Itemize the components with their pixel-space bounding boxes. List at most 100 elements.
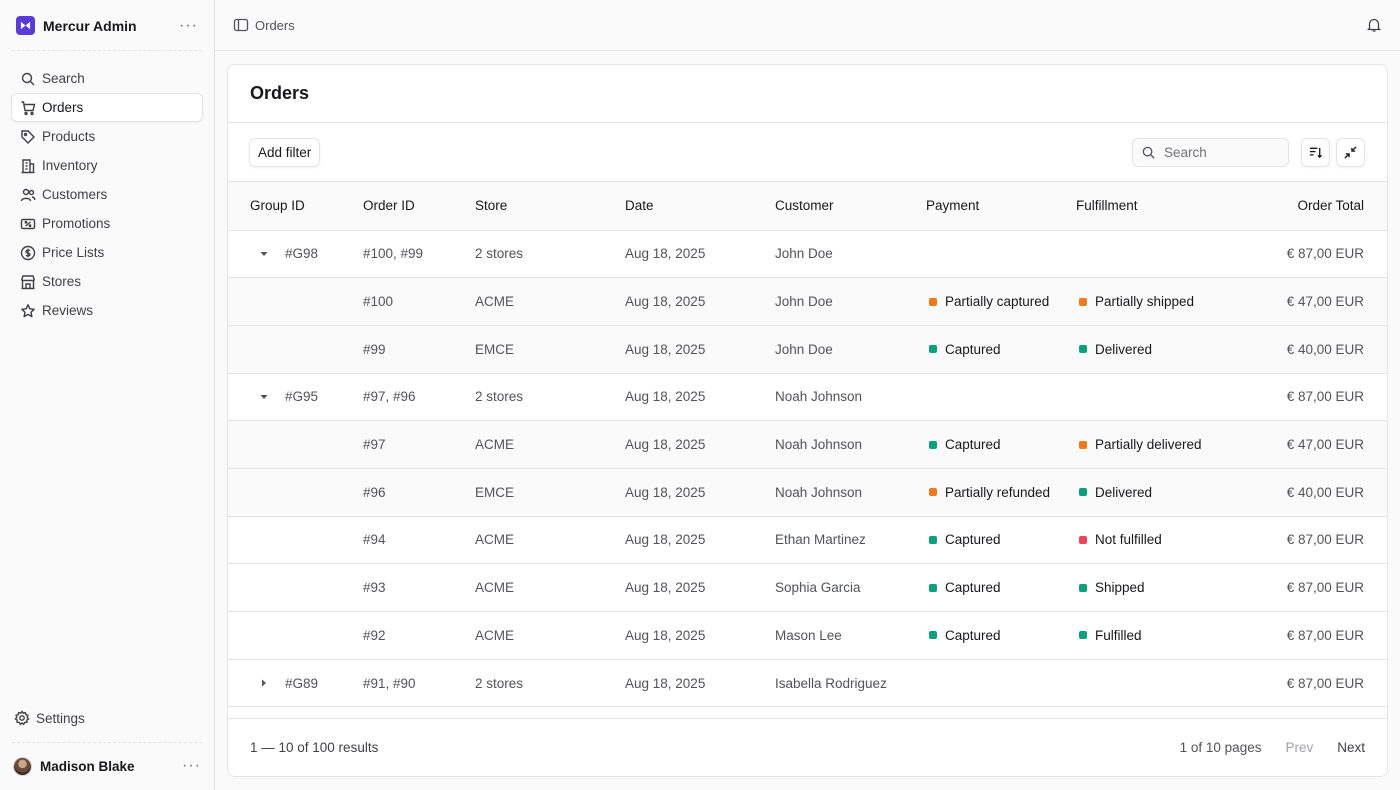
- arrows-collapse-icon: [1344, 145, 1357, 159]
- cell-store: ACME: [475, 611, 625, 660]
- prev-button[interactable]: Prev: [1285, 740, 1314, 755]
- sidebar-item-promotions[interactable]: Promotions: [11, 209, 203, 238]
- cell-date: Aug 18, 2025: [625, 373, 775, 422]
- settings-label: Settings: [36, 710, 85, 726]
- table-row[interactable]: #93 ACME Aug 18, 2025 Sophia Garcia Captured…: [228, 563, 1387, 612]
- table-header-row: Group ID Order ID Store Date Customer Pa…: [228, 182, 1387, 231]
- cell-payment: Captured: [926, 420, 1076, 469]
- cell-fulfillment: [1076, 373, 1226, 422]
- cell-order-total: € 47,00 EUR: [1226, 277, 1387, 326]
- sidebar-toggle-icon[interactable]: [233, 17, 249, 33]
- cell-order-total: € 87,00 EUR: [1226, 659, 1387, 708]
- status-label: Shipped: [1095, 580, 1145, 596]
- status-dot-icon: [1079, 583, 1087, 592]
- add-filter-button[interactable]: Add filter: [249, 137, 321, 167]
- cell-payment: [926, 659, 1076, 708]
- group-toggle[interactable]: #G95: [250, 389, 363, 404]
- collapse-button[interactable]: [1336, 137, 1365, 167]
- table-toolbar: Add filter: [228, 123, 1387, 182]
- status-badge: Captured: [926, 532, 1076, 547]
- search-icon: [1142, 146, 1155, 159]
- cell-fulfillment: Partially delivered: [1076, 420, 1226, 469]
- group-toggle[interactable]: #G89: [250, 676, 363, 691]
- column-header-fulfillment[interactable]: Fulfillment: [1076, 182, 1226, 231]
- sidebar-item-settings[interactable]: Settings: [0, 704, 214, 732]
- cell-store: ACME: [475, 420, 625, 469]
- cell-order-total: € 40,00 EUR: [1226, 468, 1387, 517]
- status-dot-icon: [1079, 535, 1087, 544]
- cell-order-total: € 87,00 EUR: [1226, 563, 1387, 612]
- breadcrumb: Orders: [233, 17, 1366, 33]
- status-dot-icon: [929, 345, 937, 354]
- table-row[interactable]: #92 ACME Aug 18, 2025 Mason Lee Captured Fulf…: [228, 611, 1387, 660]
- status-badge: Fulfilled: [1076, 628, 1226, 643]
- table-row[interactable]: #94 ACME Aug 18, 2025 Ethan Martinez Capture…: [228, 516, 1387, 565]
- status-dot-icon: [929, 583, 937, 592]
- cell-customer: John Doe: [775, 277, 926, 326]
- sidebar-item-customers[interactable]: Customers: [11, 180, 203, 209]
- sidebar-item-reviews[interactable]: Reviews: [11, 296, 203, 325]
- status-dot-icon: [929, 297, 937, 306]
- status-label: Partially shipped: [1095, 294, 1195, 310]
- cell-customer: Noah Johnson: [775, 468, 926, 517]
- group-toggle[interactable]: #G98: [250, 246, 363, 261]
- group-row[interactable]: #G95 #97, #96 2 stores Aug 18, 2025 Noah Joh…: [228, 373, 1387, 422]
- topbar: Orders: [215, 0, 1400, 51]
- cart-icon: [21, 100, 36, 115]
- sidebar-item-search[interactable]: Search: [11, 64, 203, 93]
- column-header-date[interactable]: Date: [625, 182, 775, 231]
- orders-card: Orders Add filter Group ID Order ID Stor…: [227, 64, 1388, 777]
- app-name: Mercur Admin: [43, 17, 137, 34]
- user-menu-icon[interactable]: ···: [182, 757, 201, 774]
- status-badge: Partially refunded: [926, 485, 1076, 500]
- sidebar-item-orders[interactable]: Orders: [11, 93, 203, 122]
- cell-date: Aug 18, 2025: [625, 563, 775, 612]
- cell-date: Aug 18, 2025: [625, 230, 775, 279]
- cell-date: Aug 18, 2025: [625, 611, 775, 660]
- sidebar-item-price-lists[interactable]: Price Lists: [11, 238, 203, 267]
- brand-menu-icon[interactable]: ···: [179, 16, 198, 34]
- search-input[interactable]: [1164, 144, 1280, 160]
- bell-icon[interactable]: [1366, 17, 1382, 33]
- sidebar-item-label: Stores: [42, 274, 82, 289]
- table-row[interactable]: #100 ACME Aug 18, 2025 John Doe Partially ca…: [228, 277, 1387, 326]
- results-count: 1 — 10 of 100 results: [250, 740, 379, 755]
- sidebar-item-label: Promotions: [42, 216, 111, 231]
- table-row[interactable]: #96 EMCE Aug 18, 2025 Noah Johnson Partially…: [228, 468, 1387, 517]
- user-menu[interactable]: Madison Blake ···: [0, 742, 214, 790]
- sidebar-item-label: Products: [42, 129, 96, 144]
- group-row[interactable]: #G98 #100, #99 2 stores Aug 18, 2025 John Do…: [228, 230, 1387, 279]
- cell-group-id: [228, 277, 363, 326]
- status-badge: Delivered: [1076, 342, 1226, 357]
- caret-down-icon[interactable]: [258, 248, 270, 260]
- table-row[interactable]: #99 EMCE Aug 18, 2025 John Doe Captured Deliv…: [228, 325, 1387, 374]
- sidebar-footer: Settings Madison Blake ···: [0, 704, 214, 790]
- breadcrumb-current[interactable]: Orders: [255, 17, 295, 33]
- status-label: Captured: [945, 627, 1001, 643]
- caret-right-icon[interactable]: [258, 677, 270, 689]
- column-header-order-id[interactable]: Order ID: [363, 182, 475, 231]
- group-row[interactable]: #G89 #91, #90 2 stores Aug 18, 2025 Isabella…: [228, 659, 1387, 708]
- cell-group-id: [228, 563, 363, 612]
- sidebar-item-products[interactable]: Products: [11, 122, 203, 151]
- cell-date: Aug 18, 2025: [625, 468, 775, 517]
- cell-order-id: #99: [363, 325, 475, 374]
- caret-down-icon[interactable]: [258, 391, 270, 403]
- cell-fulfillment: [1076, 230, 1226, 279]
- sidebar-item-inventory[interactable]: Inventory: [11, 151, 203, 180]
- table-row[interactable]: #97 ACME Aug 18, 2025 Noah Johnson Captured P…: [228, 420, 1387, 469]
- cell-customer: Ethan Martinez: [775, 516, 926, 565]
- card-header: Orders: [228, 65, 1387, 123]
- cell-customer: John Doe: [775, 325, 926, 374]
- search-field[interactable]: [1132, 137, 1289, 167]
- sidebar-item-stores[interactable]: Stores: [11, 267, 203, 296]
- sort-button[interactable]: [1301, 137, 1330, 167]
- column-header-group-id[interactable]: Group ID: [228, 182, 363, 231]
- status-label: Not fulfilled: [1095, 532, 1162, 548]
- column-header-store[interactable]: Store: [475, 182, 625, 231]
- column-header-customer[interactable]: Customer: [775, 182, 926, 231]
- next-button[interactable]: Next: [1337, 740, 1365, 755]
- star-icon: [21, 303, 35, 317]
- column-header-payment[interactable]: Payment: [926, 182, 1076, 231]
- column-header-order-total[interactable]: Order Total: [1226, 182, 1387, 231]
